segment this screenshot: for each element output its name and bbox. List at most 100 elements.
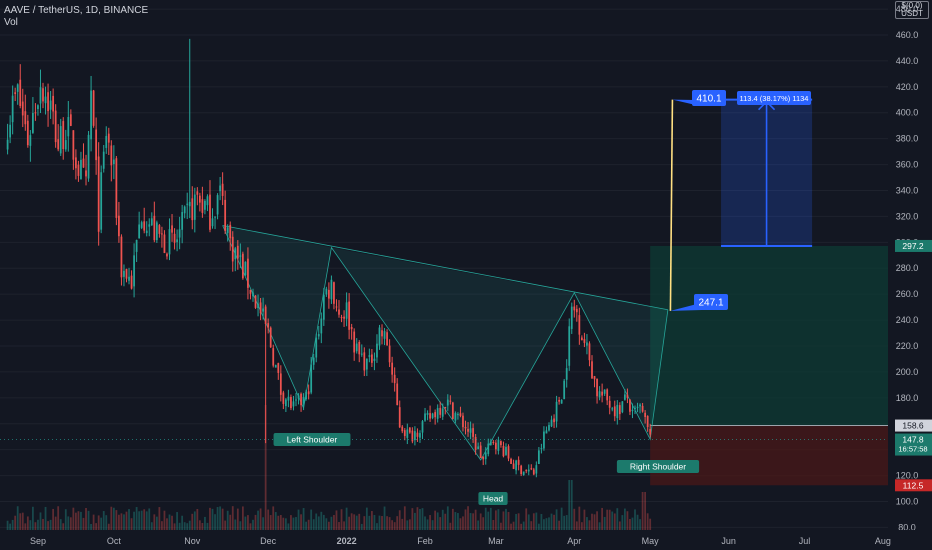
volume-bar <box>550 513 553 530</box>
price-tick-label: 100.0 <box>896 496 919 506</box>
candle-body <box>457 414 459 416</box>
volume-bar <box>112 507 115 530</box>
entry-price-tag-text: 158.6 <box>902 421 924 431</box>
projection-line <box>669 99 674 311</box>
price-tick-label: 420.0 <box>896 82 919 92</box>
projection-end-callout-pointer <box>672 99 700 106</box>
volume-bar <box>44 506 47 530</box>
candle-body <box>241 253 244 279</box>
volume-bar <box>198 520 201 530</box>
volume-bar <box>257 510 259 530</box>
candle-body <box>6 139 9 150</box>
candle-body <box>32 112 34 133</box>
volume-bar <box>484 507 487 530</box>
candle-body <box>236 245 239 259</box>
candle-body <box>388 345 391 363</box>
target-price-tag: 297.2 <box>895 239 932 252</box>
candle-body <box>64 140 67 150</box>
volume-bar <box>39 512 42 530</box>
candle-body <box>47 92 49 112</box>
candle-body <box>14 92 17 95</box>
candle-body <box>345 302 348 319</box>
volume-bar <box>474 509 477 530</box>
candle-body <box>421 421 424 433</box>
price-tick-label: 460.0 <box>896 30 919 40</box>
volume-bar <box>226 510 229 530</box>
countdown-text: 16:57:58 <box>898 445 927 454</box>
profit-zone <box>650 245 888 426</box>
head-label-text: Head <box>483 494 504 504</box>
volume-bar <box>102 511 105 530</box>
volume-bar <box>221 508 224 530</box>
projection-end-callout-box <box>692 90 726 106</box>
volume-bar <box>211 508 214 530</box>
volume-bar <box>338 522 340 530</box>
volume-bar <box>320 511 323 530</box>
candle-body <box>168 229 171 255</box>
volume-bar <box>118 514 120 530</box>
candle-body <box>575 308 578 313</box>
candle-body <box>414 431 416 441</box>
currency-label: USDT <box>901 9 923 18</box>
candle-body <box>446 399 449 406</box>
candle-body <box>292 401 295 407</box>
candle-body <box>62 121 65 150</box>
volume-bar <box>606 509 609 530</box>
volume-bar <box>37 519 39 530</box>
volume-bar <box>90 523 92 530</box>
volume-bar <box>75 512 77 530</box>
volume-bar <box>464 509 467 530</box>
volume-bar <box>24 523 27 530</box>
target-price-tag-text: 297.2 <box>902 241 924 251</box>
candle-body <box>439 407 442 415</box>
currency-button[interactable]: $(0.0) USDT <box>895 1 929 19</box>
candle-body <box>522 471 525 475</box>
candle-body <box>183 206 186 214</box>
volume-bar <box>9 523 12 530</box>
volume-bar <box>87 510 90 530</box>
candle-body <box>67 117 70 137</box>
current-price-tag-box <box>895 433 932 456</box>
candle-body <box>118 215 120 237</box>
volume-bar <box>548 517 550 530</box>
candle-body <box>603 389 606 394</box>
volume-bar <box>479 513 482 530</box>
volume-bar <box>540 513 543 530</box>
candle-body <box>419 433 421 438</box>
candle-body <box>606 389 609 401</box>
volume-bar <box>234 519 237 530</box>
volume-bar <box>328 521 330 530</box>
symbol-title[interactable]: AAVE / TetherUS, 1D, BINANCE <box>4 5 149 16</box>
candle-body <box>411 430 414 442</box>
volume-bar <box>310 509 313 530</box>
candle-body <box>138 224 141 239</box>
candle-body <box>497 439 500 451</box>
price-tick-label: 320.0 <box>896 211 919 221</box>
candle-body <box>272 348 275 366</box>
volume-bar <box>406 520 409 530</box>
candle-body <box>510 458 512 464</box>
volume-bar <box>586 517 588 530</box>
candle-body <box>441 408 444 417</box>
candle-body <box>502 445 505 457</box>
candle-body <box>59 126 62 154</box>
candle-body <box>52 95 55 112</box>
candle-body <box>467 428 469 432</box>
volume-bar <box>555 509 558 530</box>
candle-body <box>353 331 356 353</box>
candle-body <box>449 400 452 402</box>
price-tick-label: 120.0 <box>896 471 919 481</box>
volume-bar <box>641 492 644 530</box>
volume-bar <box>386 516 388 530</box>
candle-body <box>586 342 588 346</box>
candle-body <box>634 408 636 410</box>
volume-bar <box>401 518 404 530</box>
volume-bar <box>441 509 444 530</box>
candle-body <box>500 441 502 446</box>
candle-body <box>358 341 361 355</box>
candle-body <box>545 430 548 434</box>
candle-body <box>525 470 528 472</box>
time-tick-label: May <box>642 536 660 546</box>
